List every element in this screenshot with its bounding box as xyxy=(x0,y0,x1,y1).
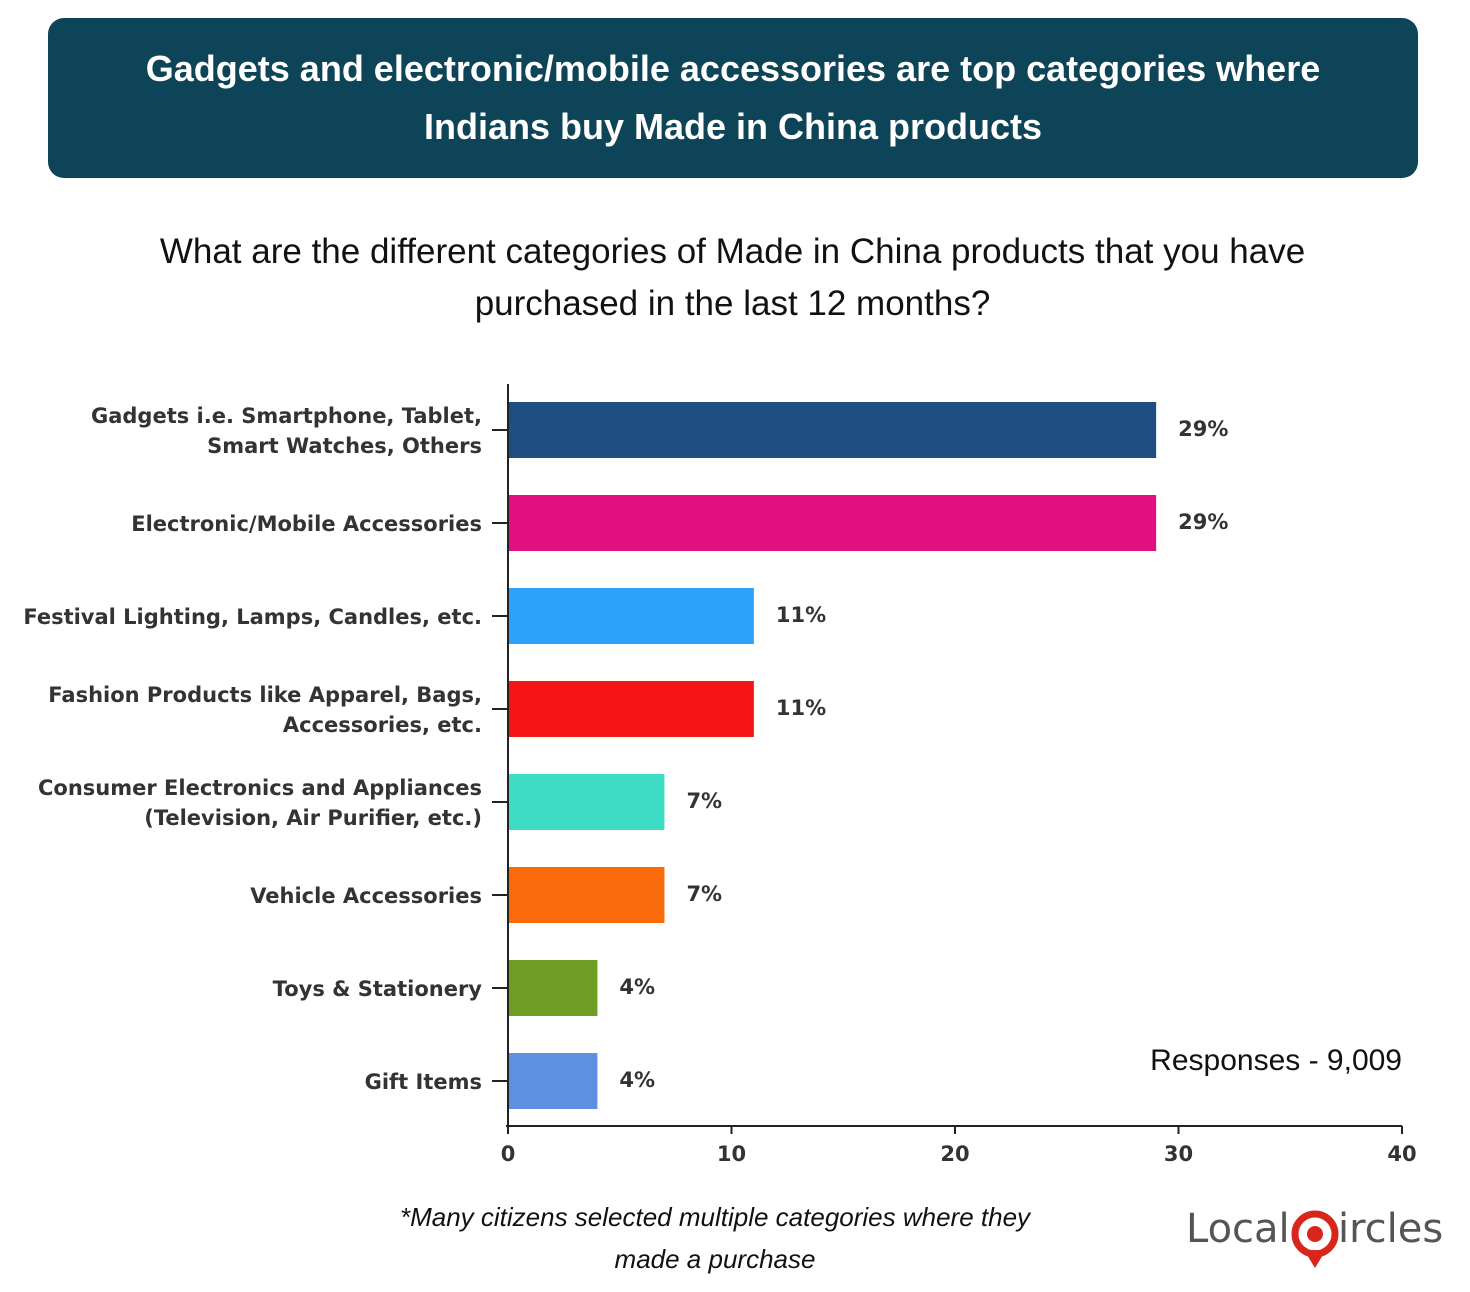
category-label: Gadgets i.e. Smartphone, Tablet, xyxy=(91,404,482,428)
chart-question: What are the different categories of Mad… xyxy=(60,226,1405,330)
x-tick-label: 30 xyxy=(1164,1142,1193,1166)
title-banner: Gadgets and electronic/mobile accessorie… xyxy=(48,18,1418,178)
category-label: (Television, Air Purifier, etc.) xyxy=(144,806,482,830)
title-line-1: Gadgets and electronic/mobile accessorie… xyxy=(145,48,1321,89)
bar xyxy=(509,774,665,830)
value-label: 4% xyxy=(619,975,655,999)
logo-pin-icon xyxy=(1291,1210,1339,1268)
responses-annotation: Responses - 9,009 xyxy=(1150,1044,1402,1077)
value-label: 11% xyxy=(776,696,826,720)
logo-text-right: ircles xyxy=(1338,1206,1444,1252)
bar xyxy=(509,495,1157,551)
bar xyxy=(509,402,1157,458)
footnote: *Many citizens selected multiple categor… xyxy=(340,1196,1090,1280)
x-tick-label: 40 xyxy=(1387,1142,1416,1166)
category-label: Toys & Stationery xyxy=(273,977,483,1001)
bar xyxy=(509,588,754,644)
value-label: 4% xyxy=(619,1068,655,1092)
x-tick-label: 0 xyxy=(501,1142,516,1166)
localcircles-logo: Local ircles xyxy=(1186,1200,1446,1280)
question-line-1: What are the different categories of Mad… xyxy=(159,232,1306,271)
value-label: 7% xyxy=(686,789,722,813)
category-label: Gift Items xyxy=(365,1070,482,1094)
bar xyxy=(509,681,754,737)
category-label: Accessories, etc. xyxy=(283,713,482,737)
logo-text-left: Local xyxy=(1186,1206,1290,1252)
category-label: Electronic/Mobile Accessories xyxy=(131,512,482,536)
category-label: Festival Lighting, Lamps, Candles, etc. xyxy=(23,605,482,629)
x-tick-label: 10 xyxy=(717,1142,746,1166)
value-label: 29% xyxy=(1178,510,1228,534)
bar xyxy=(509,960,598,1016)
footnote-line-2: made a purchase xyxy=(614,1244,816,1274)
category-label: Vehicle Accessories xyxy=(250,884,482,908)
bar xyxy=(509,1053,598,1109)
category-label: Consumer Electronics and Appliances xyxy=(38,776,482,800)
x-tick-label: 20 xyxy=(940,1142,969,1166)
category-label: Fashion Products like Apparel, Bags, xyxy=(48,683,482,707)
footnote-line-1: *Many citizens selected multiple categor… xyxy=(399,1202,1031,1232)
value-label: 7% xyxy=(686,882,722,906)
category-label: Smart Watches, Others xyxy=(207,434,482,458)
bar xyxy=(509,867,665,923)
value-label: 11% xyxy=(776,603,826,627)
question-line-2: purchased in the last 12 months? xyxy=(474,284,991,323)
title-line-2: Indians buy Made in China products xyxy=(423,106,1043,147)
value-label: 29% xyxy=(1178,417,1228,441)
